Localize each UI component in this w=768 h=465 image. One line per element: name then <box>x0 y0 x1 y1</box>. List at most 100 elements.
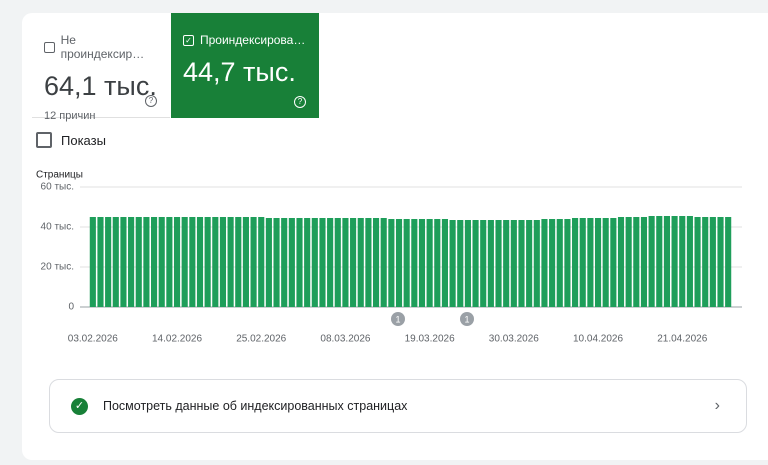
bar <box>526 220 533 307</box>
bar <box>472 220 479 307</box>
bar <box>158 217 165 307</box>
bar <box>319 218 326 307</box>
bar <box>97 217 104 307</box>
bar <box>610 218 617 307</box>
bar <box>380 218 387 307</box>
bar <box>503 220 510 307</box>
bar <box>709 217 716 307</box>
link-text: Посмотреть данные об индексированных стр… <box>103 399 408 413</box>
x-tick-label: 10.04.2026 <box>573 334 623 345</box>
y-tick-label: 20 тыс. <box>41 262 74 273</box>
bar <box>212 217 219 307</box>
bar <box>288 218 295 307</box>
bar <box>587 218 594 307</box>
chart: Страницы 0 20 тыс. 40 тыс. 60 тыс. 03.02.202… <box>36 170 742 345</box>
bar <box>120 217 127 307</box>
bar <box>549 219 556 307</box>
bar <box>219 217 227 307</box>
check-icon: ✓ <box>71 397 88 415</box>
bar <box>342 218 349 307</box>
bar <box>143 217 150 307</box>
bar <box>702 217 709 307</box>
bar <box>112 217 119 307</box>
card-note: 12 причин <box>44 110 96 122</box>
card-indexed[interactable]: ✓ Проиндексирова… 44,7 тыс. ? <box>171 13 319 118</box>
bar <box>617 217 625 307</box>
bar <box>196 217 204 307</box>
bar <box>89 217 96 307</box>
bar <box>250 217 257 307</box>
impressions-toggle[interactable]: Показы <box>36 132 106 148</box>
bar <box>602 218 609 307</box>
bar <box>656 216 663 307</box>
annotation-label: 1 <box>395 314 400 324</box>
bar <box>541 219 548 307</box>
card-label: Проиндексирова… <box>200 33 306 47</box>
card-value: 64,1 тыс. <box>44 71 157 101</box>
y-tick-label: 40 тыс. <box>41 222 74 233</box>
bar <box>449 220 456 307</box>
bar <box>556 219 563 307</box>
x-tick-label: 21.04.2026 <box>657 334 707 345</box>
bar <box>487 220 494 307</box>
bar <box>304 218 311 307</box>
help-icon[interactable]: ? <box>145 95 157 107</box>
bar <box>694 217 701 307</box>
bar <box>311 218 318 307</box>
bar <box>128 217 135 307</box>
bar <box>135 217 142 307</box>
bar <box>633 217 640 307</box>
bar <box>418 219 426 307</box>
bar <box>411 219 418 307</box>
bar <box>296 218 303 307</box>
bar <box>434 219 441 307</box>
bar <box>625 217 632 307</box>
x-tick-label: 30.03.2026 <box>489 334 539 345</box>
bar <box>480 220 487 307</box>
bar <box>173 217 181 307</box>
bar <box>679 216 686 307</box>
bar <box>572 218 579 307</box>
annotation-marker <box>391 312 405 326</box>
bar <box>510 220 517 307</box>
bar <box>181 217 188 307</box>
chevron: › <box>714 397 720 414</box>
bar <box>235 217 242 307</box>
bar <box>640 217 648 307</box>
bar <box>441 219 449 307</box>
x-tick-label: 14.02.2026 <box>152 334 202 345</box>
bar <box>671 216 678 307</box>
bar <box>564 219 571 307</box>
bar <box>533 220 540 307</box>
bar <box>327 218 334 307</box>
bar <box>403 219 410 307</box>
bar <box>204 217 211 307</box>
bar <box>105 217 112 307</box>
card-not-indexed[interactable]: Не проиндексир… 64,1 тыс. 12 причин ? <box>32 13 170 122</box>
checkbox[interactable] <box>36 132 52 148</box>
bar <box>457 220 464 307</box>
annotation-label: 1 <box>464 314 469 324</box>
indexed-link[interactable]: ✓ Посмотреть данные об индексированных с… <box>49 379 747 433</box>
bar <box>273 218 280 307</box>
annotation-marker <box>460 312 474 326</box>
x-tick-label: 08.03.2026 <box>320 334 370 345</box>
card-label: Не проиндексир… <box>60 33 145 61</box>
y-axis-title: Страницы <box>36 170 83 181</box>
bar <box>686 216 693 307</box>
help-icon[interactable]: ? <box>294 96 306 108</box>
x-tick-label: 03.02.2026 <box>68 334 118 345</box>
bar <box>518 220 525 307</box>
x-tick-label: 19.03.2026 <box>405 334 455 345</box>
bar <box>151 217 158 307</box>
bar <box>227 217 234 307</box>
bar <box>495 220 502 307</box>
bar <box>372 218 380 307</box>
card-value: 44,7 тыс. <box>183 57 296 87</box>
bar <box>281 218 288 307</box>
bar <box>242 217 249 307</box>
bar <box>350 218 357 307</box>
bar <box>717 217 724 307</box>
bar <box>388 219 395 307</box>
